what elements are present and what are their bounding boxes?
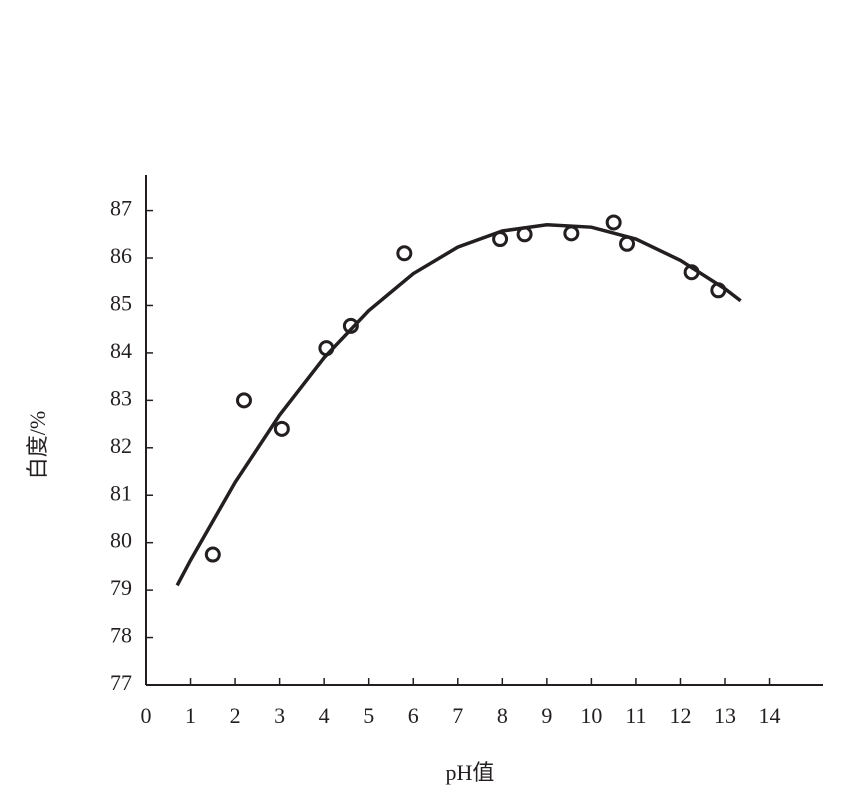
x-tick-label: 13 bbox=[714, 703, 736, 728]
y-tick-label: 83 bbox=[110, 385, 132, 410]
y-tick-label: 78 bbox=[110, 623, 132, 648]
data-point bbox=[273, 420, 290, 437]
x-tick-label: 6 bbox=[408, 703, 419, 728]
x-tick-label: 7 bbox=[452, 703, 463, 728]
x-tick-label: 3 bbox=[274, 703, 285, 728]
x-axis-label: pH值 bbox=[446, 760, 495, 785]
y-tick-label: 86 bbox=[110, 243, 132, 268]
x-tick-label: 4 bbox=[319, 703, 330, 728]
x-tick-label: 8 bbox=[497, 703, 508, 728]
data-point bbox=[318, 340, 335, 357]
data-point bbox=[492, 231, 509, 248]
data-point bbox=[563, 225, 580, 242]
data-point bbox=[619, 235, 636, 252]
y-tick-label: 77 bbox=[110, 670, 132, 695]
x-tick-label: 11 bbox=[625, 703, 646, 728]
y-tick-label: 79 bbox=[110, 575, 132, 600]
y-tick-label: 81 bbox=[110, 480, 132, 505]
y-axis-label: 白度/% bbox=[25, 411, 50, 479]
x-tick-label: 1 bbox=[185, 703, 196, 728]
data-point bbox=[605, 214, 622, 231]
x-tick-label: 5 bbox=[363, 703, 374, 728]
x-tick-label: 14 bbox=[759, 703, 781, 728]
data-point bbox=[342, 317, 359, 334]
y-tick-label: 84 bbox=[110, 338, 132, 363]
fit-curve bbox=[175, 223, 742, 587]
data-point bbox=[710, 282, 727, 299]
x-tick-label: 12 bbox=[669, 703, 691, 728]
data-point bbox=[235, 392, 252, 409]
y-tick-label: 85 bbox=[110, 291, 132, 316]
y-tick-label: 82 bbox=[110, 433, 132, 458]
y-tick-label: 80 bbox=[110, 528, 132, 553]
data-point bbox=[396, 245, 413, 262]
x-tick-label: 2 bbox=[230, 703, 241, 728]
data-point bbox=[516, 226, 533, 243]
data-point bbox=[204, 546, 221, 563]
x-tick-label: 0 bbox=[141, 703, 152, 728]
x-tick-label: 10 bbox=[580, 703, 602, 728]
x-tick-label: 9 bbox=[541, 703, 552, 728]
y-tick-label: 87 bbox=[110, 196, 132, 221]
data-point bbox=[683, 264, 700, 281]
